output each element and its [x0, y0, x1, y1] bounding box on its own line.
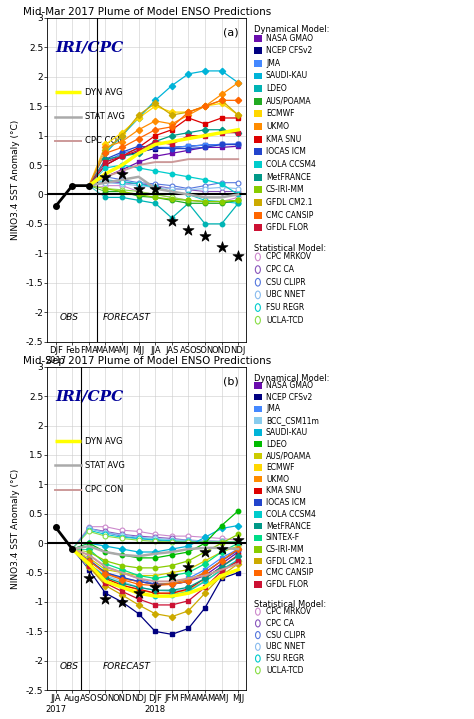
Point [118, 168, 126, 180]
Text: FSU REGR: FSU REGR [266, 303, 304, 312]
Y-axis label: NINO3.4 SST Anomaly (°C): NINO3.4 SST Anomaly (°C) [11, 119, 20, 240]
Text: IRI/CPC: IRI/CPC [55, 40, 124, 55]
Text: CPC CON: CPC CON [85, 137, 124, 145]
Text: FORECAST: FORECAST [103, 313, 151, 322]
Text: COLA CCSM4: COLA CCSM4 [266, 510, 316, 519]
Text: DYN AVG: DYN AVG [85, 88, 123, 97]
Text: Statistical Model:: Statistical Model: [254, 244, 326, 253]
Text: CPC CA: CPC CA [266, 619, 294, 628]
Text: Statistical Model:: Statistical Model: [254, 600, 326, 609]
Text: Dynamical Model:: Dynamical Model: [254, 374, 329, 383]
Text: STAT AVG: STAT AVG [85, 112, 125, 122]
Text: GFDL FLOR: GFDL FLOR [266, 580, 308, 589]
Text: CSU CLIPR: CSU CLIPR [266, 631, 306, 640]
Text: NASA GMAO: NASA GMAO [266, 381, 313, 390]
Point [101, 593, 109, 605]
Text: DYN AVG: DYN AVG [85, 436, 123, 446]
Text: JMA: JMA [266, 59, 280, 68]
Point [168, 215, 175, 226]
Text: LDEO: LDEO [266, 84, 287, 93]
Text: CMC CANSIP: CMC CANSIP [266, 211, 313, 220]
Text: SAUDI-KAU: SAUDI-KAU [266, 71, 308, 81]
Text: CPC CON: CPC CON [85, 485, 124, 494]
Point [201, 546, 209, 558]
Text: CPC CA: CPC CA [266, 265, 294, 274]
Point [118, 596, 126, 608]
Text: AUS/POAMA: AUS/POAMA [266, 97, 311, 106]
Point [168, 569, 175, 581]
Text: GFDL CM2.1: GFDL CM2.1 [266, 198, 312, 207]
Text: MetFRANCE: MetFRANCE [266, 173, 311, 182]
Text: AUS/POAMA: AUS/POAMA [266, 452, 311, 460]
Text: UKMO: UKMO [266, 475, 289, 484]
Point [101, 171, 109, 183]
Point [185, 561, 192, 572]
Text: UBC NNET: UBC NNET [266, 642, 305, 651]
Text: BCC_CSM11m: BCC_CSM11m [266, 416, 319, 425]
Text: FSU REGR: FSU REGR [266, 654, 304, 663]
Text: IOCAS ICM: IOCAS ICM [266, 147, 306, 157]
Point [135, 183, 142, 194]
Title: Mid-Mar 2017 Plume of Model ENSO Predictions: Mid-Mar 2017 Plume of Model ENSO Predict… [23, 7, 271, 17]
Text: CS-IRI-MM: CS-IRI-MM [266, 186, 304, 194]
Text: CMC CANSIP: CMC CANSIP [266, 569, 313, 577]
Text: NCEP CFSv2: NCEP CFSv2 [266, 46, 312, 55]
Point [218, 544, 226, 555]
Text: OBS: OBS [59, 661, 78, 671]
Text: ECMWF: ECMWF [266, 109, 294, 119]
Text: GFDL CM2.1: GFDL CM2.1 [266, 557, 312, 566]
Text: OBS: OBS [59, 313, 78, 322]
Text: SINTEX-F: SINTEX-F [266, 533, 300, 542]
Text: SAUDI-KAU: SAUDI-KAU [266, 428, 308, 437]
Point [218, 242, 226, 253]
Text: (a): (a) [223, 28, 238, 37]
Point [152, 183, 159, 194]
Text: GFDL FLOR: GFDL FLOR [266, 224, 308, 232]
Text: ECMWF: ECMWF [266, 463, 294, 472]
Point [201, 230, 209, 242]
Point [234, 250, 242, 262]
Text: NCEP CFSv2: NCEP CFSv2 [266, 393, 312, 402]
Point [185, 224, 192, 236]
Text: KMA SNU: KMA SNU [266, 134, 301, 144]
Text: MetFRANCE: MetFRANCE [266, 521, 311, 531]
Text: JMA: JMA [266, 405, 280, 413]
Text: (b): (b) [223, 377, 238, 386]
Text: CSU CLIPR: CSU CLIPR [266, 278, 306, 287]
Text: LDEO: LDEO [266, 439, 287, 449]
Point [135, 587, 142, 599]
Text: Dynamical Model:: Dynamical Model: [254, 25, 329, 35]
Text: KMA SNU: KMA SNU [266, 487, 301, 495]
Text: CS-IRI-MM: CS-IRI-MM [266, 545, 304, 554]
Title: Mid-Sep 2017 Plume of Model ENSO Predictions: Mid-Sep 2017 Plume of Model ENSO Predict… [23, 356, 271, 366]
Point [234, 534, 242, 546]
Point [85, 573, 92, 585]
Text: UCLA-TCD: UCLA-TCD [266, 666, 303, 674]
Text: IRI/CPC: IRI/CPC [55, 390, 124, 403]
Text: NASA GMAO: NASA GMAO [266, 34, 313, 42]
Text: CPC MRKOV: CPC MRKOV [266, 607, 311, 616]
Text: IOCAS ICM: IOCAS ICM [266, 498, 306, 507]
Text: UBC NNET: UBC NNET [266, 290, 305, 299]
Text: STAT AVG: STAT AVG [85, 461, 125, 470]
Point [152, 582, 159, 593]
Text: UKMO: UKMO [266, 122, 289, 131]
Text: UCLA-TCD: UCLA-TCD [266, 316, 303, 325]
Text: FORECAST: FORECAST [103, 661, 151, 671]
Text: COLA CCSM4: COLA CCSM4 [266, 160, 316, 169]
Y-axis label: NINO3.4 SST Anomaly (°C): NINO3.4 SST Anomaly (°C) [11, 468, 20, 589]
Text: CPC MRKOV: CPC MRKOV [266, 252, 311, 262]
